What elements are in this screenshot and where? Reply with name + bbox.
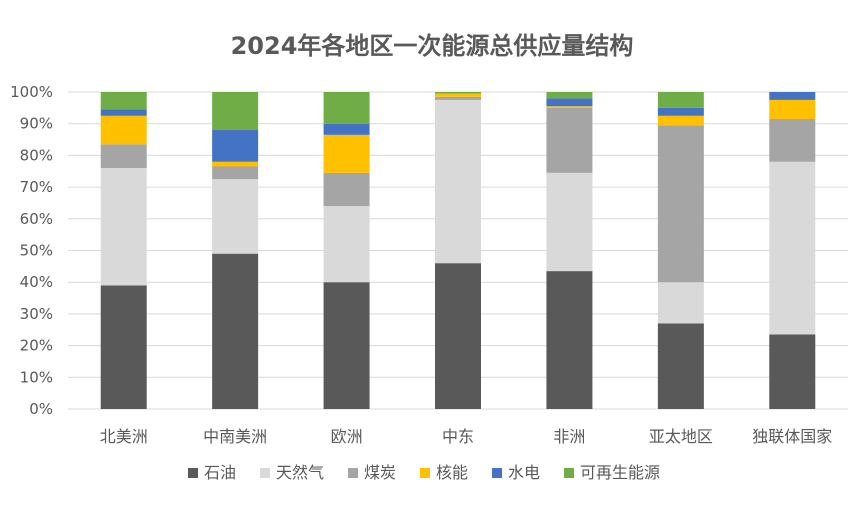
bar-segment bbox=[100, 285, 147, 409]
bar-segment bbox=[323, 206, 370, 283]
bar-segment bbox=[212, 253, 259, 409]
chart-title: 2024年各地区一次能源总供应量结构 bbox=[230, 32, 634, 60]
x-tick-label: 欧洲 bbox=[331, 427, 363, 446]
legend-swatch bbox=[188, 468, 198, 478]
y-tick-label: 100% bbox=[10, 83, 53, 101]
legend-label: 水电 bbox=[508, 463, 540, 482]
bar-segment bbox=[100, 144, 147, 169]
legend-swatch bbox=[564, 468, 574, 478]
bar-segment bbox=[769, 118, 816, 162]
x-tick-label: 北美洲 bbox=[100, 427, 148, 446]
bar-segment bbox=[546, 271, 593, 409]
bar-segment bbox=[657, 282, 704, 324]
y-tick-label: 20% bbox=[20, 337, 53, 355]
legend-swatch bbox=[492, 468, 502, 478]
y-tick-label: 40% bbox=[20, 273, 53, 291]
x-tick-label: 中东 bbox=[442, 427, 474, 446]
bar-segment bbox=[546, 92, 593, 99]
bar-segment bbox=[546, 172, 593, 272]
bar-segment bbox=[212, 166, 259, 180]
x-tick-label: 非洲 bbox=[553, 427, 585, 446]
y-tick-label: 50% bbox=[20, 242, 53, 260]
bar-segment bbox=[769, 99, 816, 119]
bar-segment bbox=[212, 92, 259, 131]
bar-segment bbox=[769, 334, 816, 409]
legend-label: 可再生能源 bbox=[580, 463, 660, 482]
legend-swatch bbox=[260, 468, 270, 478]
bar-segment bbox=[323, 172, 370, 207]
bar-segment bbox=[212, 161, 259, 167]
bar-segment bbox=[546, 106, 593, 108]
bar-segment bbox=[435, 93, 481, 97]
y-tick-label: 60% bbox=[20, 210, 53, 228]
x-tick-label: 独联体国家 bbox=[752, 427, 832, 446]
y-tick-label: 0% bbox=[29, 400, 53, 418]
bar-segment bbox=[323, 282, 370, 409]
legend-swatch bbox=[420, 468, 430, 478]
bar-segment bbox=[546, 98, 593, 107]
bar-segment bbox=[769, 161, 816, 335]
legend-label: 核能 bbox=[436, 463, 468, 482]
bar-segment bbox=[546, 107, 593, 173]
bar-segment bbox=[323, 92, 370, 124]
bar-segment bbox=[435, 96, 481, 100]
legend-label: 天然气 bbox=[276, 463, 324, 482]
bar-segment bbox=[657, 323, 704, 409]
bar-segment bbox=[769, 92, 816, 100]
bar-segment bbox=[657, 125, 704, 283]
bar-segment bbox=[212, 179, 259, 254]
y-tick-label: 80% bbox=[20, 146, 53, 164]
bar-segment bbox=[435, 92, 481, 94]
x-tick-label: 亚太地区 bbox=[649, 427, 713, 446]
bar-segment bbox=[323, 134, 370, 173]
y-tick-label: 10% bbox=[20, 368, 53, 386]
bar-segment bbox=[657, 107, 704, 116]
bar-segment bbox=[435, 263, 481, 409]
y-tick-label: 90% bbox=[20, 115, 53, 133]
legend-label: 煤炭 bbox=[364, 463, 396, 482]
bar-segment bbox=[100, 92, 147, 110]
bar-segment bbox=[657, 92, 704, 108]
bar-segment bbox=[435, 99, 481, 264]
bar-segment bbox=[100, 109, 147, 116]
y-tick-label: 70% bbox=[20, 178, 53, 196]
bar-segment bbox=[100, 115, 147, 145]
bar-segment bbox=[212, 130, 259, 162]
bar-segment bbox=[323, 123, 370, 135]
legend-swatch bbox=[348, 468, 358, 478]
legend-label: 石油 bbox=[204, 463, 236, 482]
x-tick-label: 中南美洲 bbox=[203, 427, 267, 446]
bar-segment bbox=[100, 168, 147, 286]
y-tick-label: 30% bbox=[20, 305, 53, 323]
bar-segment bbox=[657, 115, 704, 126]
